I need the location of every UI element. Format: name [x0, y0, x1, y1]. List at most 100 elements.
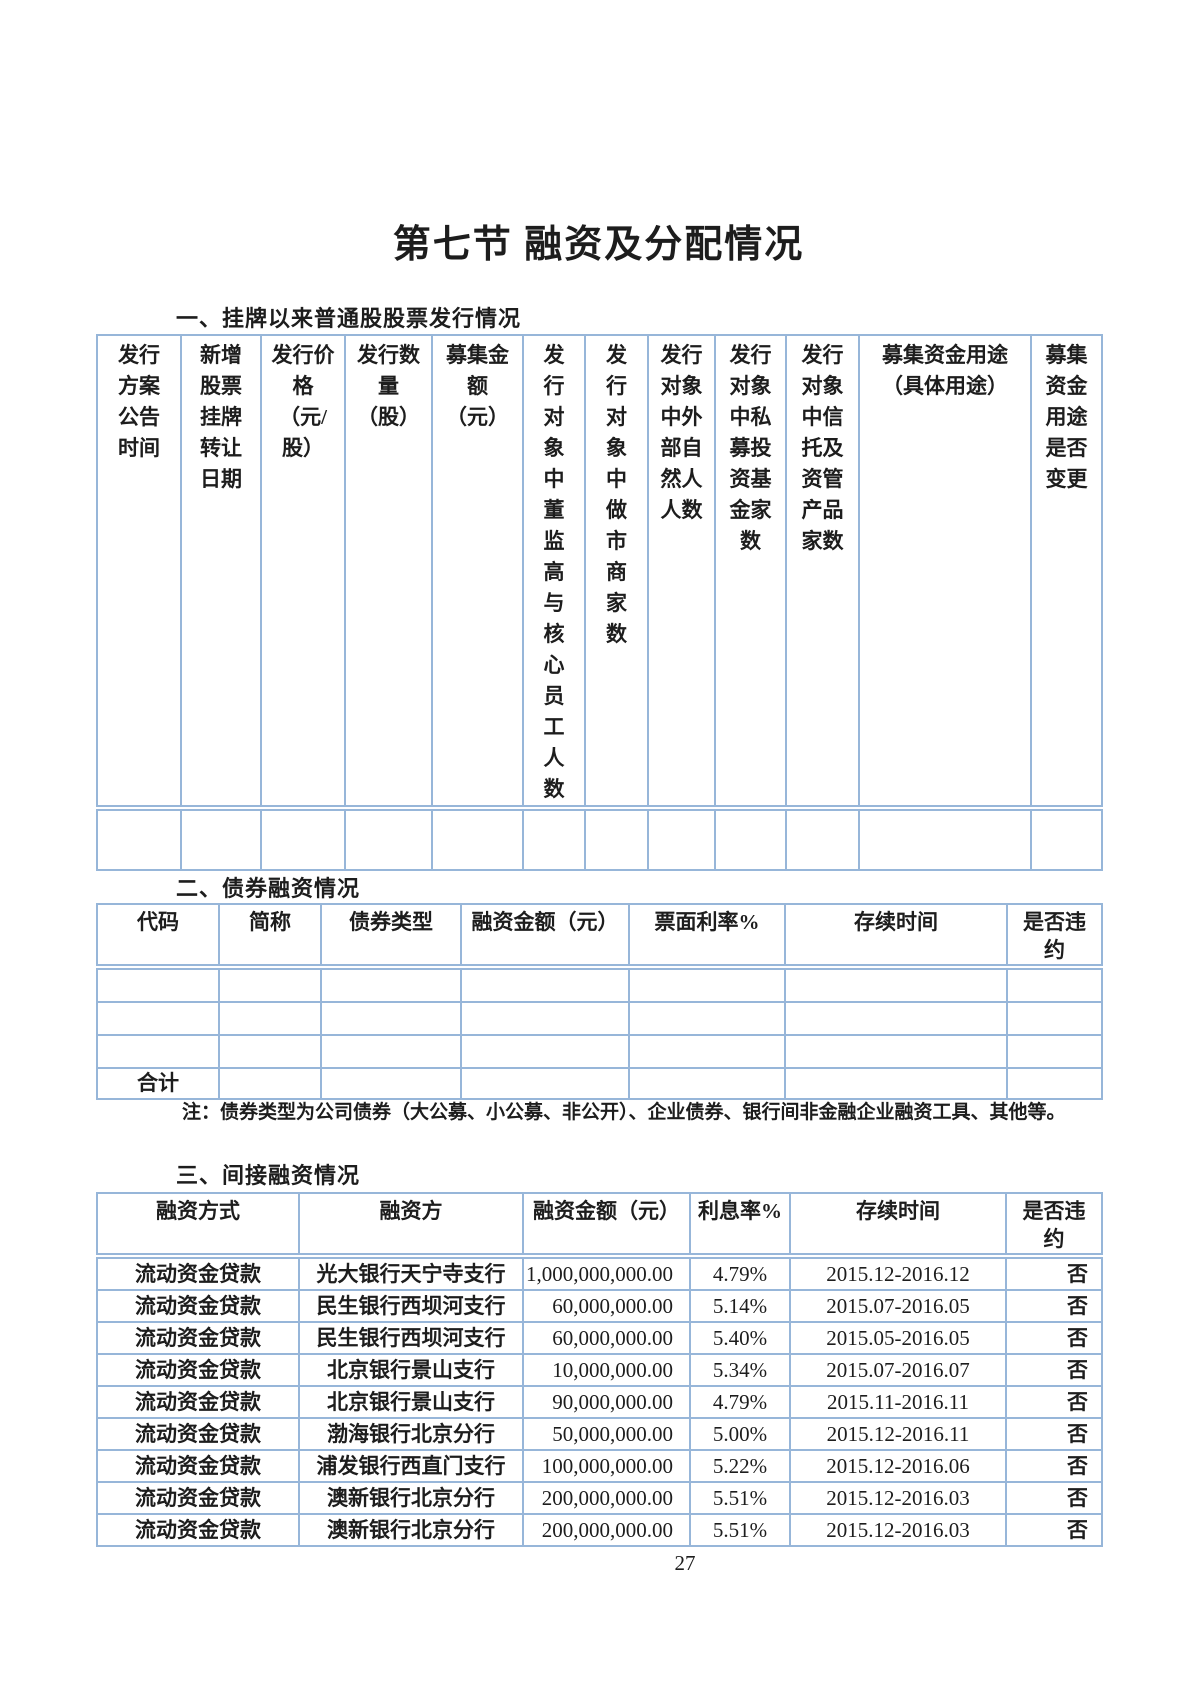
bond-financing-header-row: 代码 简称 债券类型 融资金额（元） 票面利率% 存续时间 是否违 约 [96, 903, 1103, 970]
empty-cell [218, 966, 322, 1003]
empty-cell [96, 1001, 220, 1036]
empty-cell [1006, 1067, 1103, 1100]
duration-cell: 2015.12-2016.03 [789, 1481, 1007, 1515]
header-cell: 利息率% [689, 1192, 791, 1259]
header-cell: 募集金 额 （元） [431, 334, 524, 811]
breach-cell: 否 [1005, 1449, 1103, 1483]
financier-cell: 澳新银行北京分行 [298, 1513, 524, 1547]
table-row: 流动资金贷款 民生银行西坝河支行 60,000,000.00 5.14% 2015.07… [96, 1289, 1103, 1323]
header-cell: 是否违 约 [1005, 1192, 1103, 1259]
amount-cell: 200,000,000.00 [522, 1513, 691, 1547]
bond-financing-empty-row [96, 1034, 1103, 1069]
bond-financing-total-row: 合计 [96, 1067, 1103, 1100]
duration-cell: 2015.12-2016.06 [789, 1449, 1007, 1483]
header-cell: 发行 对象 中私 募投 资基 金家 数 [714, 334, 787, 811]
empty-cell [320, 966, 462, 1003]
financing-method-cell: 流动资金贷款 [96, 1385, 300, 1419]
empty-cell [1006, 966, 1103, 1003]
financier-cell: 北京银行景山支行 [298, 1385, 524, 1419]
amount-cell: 1,000,000,000.00 [522, 1255, 691, 1291]
header-cell: 募集资金用途 （具体用途） [858, 334, 1032, 811]
financier-cell: 渤海银行北京分行 [298, 1417, 524, 1451]
indirect-financing-table: 融资方式 融资方 融资金额（元） 利息率% 存续时间 是否违 约 流动资金贷款 光大银行天宁… [96, 1192, 1103, 1547]
financing-method-cell: 流动资金贷款 [96, 1481, 300, 1515]
header-cell: 发 行 对 象 中 做 市 商 家 数 [584, 334, 649, 811]
duration-cell: 2015.12-2016.03 [789, 1513, 1007, 1547]
empty-cell [180, 807, 262, 871]
duration-cell: 2015.12-2016.11 [789, 1417, 1007, 1451]
header-cell: 发行 对象 中信 托及 资管 产品 家数 [785, 334, 860, 811]
header-cell: 发行 方案 公告 时间 [96, 334, 182, 811]
financier-cell: 民生银行西坝河支行 [298, 1321, 524, 1355]
breach-cell: 否 [1005, 1255, 1103, 1291]
amount-cell: 200,000,000.00 [522, 1481, 691, 1515]
financing-method-cell: 流动资金贷款 [96, 1513, 300, 1547]
empty-cell [218, 1067, 322, 1100]
duration-cell: 2015.05-2016.05 [789, 1321, 1007, 1355]
empty-cell [785, 807, 860, 871]
section2-heading: 二、债券融资情况 [176, 876, 361, 901]
breach-cell: 否 [1005, 1385, 1103, 1419]
empty-cell [784, 1067, 1008, 1100]
header-cell: 融资金额（元） [522, 1192, 691, 1259]
breach-cell: 否 [1005, 1353, 1103, 1387]
empty-cell [320, 1034, 462, 1069]
financing-method-cell: 流动资金贷款 [96, 1289, 300, 1323]
empty-cell [858, 807, 1032, 871]
empty-cell [628, 966, 786, 1003]
duration-cell: 2015.12-2016.12 [789, 1255, 1007, 1291]
page-title: 第七节 融资及分配情况 [392, 224, 805, 266]
empty-cell [584, 807, 649, 871]
interest-rate-cell: 5.51% [689, 1513, 791, 1547]
empty-cell [1006, 1034, 1103, 1069]
header-cell: 是否违 约 [1006, 903, 1103, 970]
duration-cell: 2015.07-2016.07 [789, 1353, 1007, 1387]
stock-issuance-header-row: 发行 方案 公告 时间 新增 股票 挂牌 转让 日期 发行价 格 （元/ 股） 发行数… [96, 334, 1103, 811]
empty-cell [784, 966, 1008, 1003]
empty-cell [460, 966, 630, 1003]
amount-cell: 60,000,000.00 [522, 1289, 691, 1323]
section3-heading: 三、间接融资情况 [176, 1163, 361, 1188]
header-cell: 存续时间 [784, 903, 1008, 970]
section1-heading: 一、挂牌以来普通股股票发行情况 [176, 306, 522, 331]
header-cell: 发行数 量 （股） [344, 334, 433, 811]
table-row: 流动资金贷款 北京银行景山支行 90,000,000.00 4.79% 2015.11-… [96, 1385, 1103, 1419]
financing-method-cell: 流动资金贷款 [96, 1255, 300, 1291]
table-row: 流动资金贷款 渤海银行北京分行 50,000,000.00 5.00% 2015.12-… [96, 1417, 1103, 1451]
empty-cell [218, 1001, 322, 1036]
empty-cell [96, 1034, 220, 1069]
financier-cell: 民生银行西坝河支行 [298, 1289, 524, 1323]
interest-rate-cell: 5.40% [689, 1321, 791, 1355]
financing-method-cell: 流动资金贷款 [96, 1417, 300, 1451]
breach-cell: 否 [1005, 1321, 1103, 1355]
empty-cell [628, 1067, 786, 1100]
financier-cell: 浦发银行西直门支行 [298, 1449, 524, 1483]
header-cell: 简称 [218, 903, 322, 970]
header-cell: 融资方 [298, 1192, 524, 1259]
empty-cell [628, 1034, 786, 1069]
breach-cell: 否 [1005, 1289, 1103, 1323]
stock-issuance-table: 发行 方案 公告 时间 新增 股票 挂牌 转让 日期 发行价 格 （元/ 股） 发行数… [96, 334, 1103, 871]
duration-cell: 2015.11-2016.11 [789, 1385, 1007, 1419]
breach-cell: 否 [1005, 1513, 1103, 1547]
header-cell: 融资金额（元） [460, 903, 630, 970]
empty-cell [647, 807, 716, 871]
table-row: 流动资金贷款 澳新银行北京分行 200,000,000.00 5.51% 2015.12… [96, 1513, 1103, 1547]
table-row: 流动资金贷款 光大银行天宁寺支行 1,000,000,000.00 4.79% 2015… [96, 1255, 1103, 1291]
empty-cell [96, 966, 220, 1003]
header-cell: 募集 资金 用途 是否 变更 [1030, 334, 1103, 811]
bond-financing-empty-row [96, 1001, 1103, 1036]
table-row: 流动资金贷款 民生银行西坝河支行 60,000,000.00 5.40% 2015.05… [96, 1321, 1103, 1355]
empty-cell [320, 1001, 462, 1036]
interest-rate-cell: 5.22% [689, 1449, 791, 1483]
financing-method-cell: 流动资金贷款 [96, 1353, 300, 1387]
header-cell: 票面利率% [628, 903, 786, 970]
empty-cell [96, 807, 182, 871]
amount-cell: 50,000,000.00 [522, 1417, 691, 1451]
empty-cell [784, 1001, 1008, 1036]
interest-rate-cell: 4.79% [689, 1255, 791, 1291]
bond-type-note: 注：债券类型为公司债券（大公募、小公募、非公开）、企业债券、银行间非金融企业融资… [182, 1102, 1066, 1123]
financier-cell: 澳新银行北京分行 [298, 1481, 524, 1515]
empty-cell [460, 1067, 630, 1100]
header-cell: 发行 对象 中外 部自 然人 人数 [647, 334, 716, 811]
